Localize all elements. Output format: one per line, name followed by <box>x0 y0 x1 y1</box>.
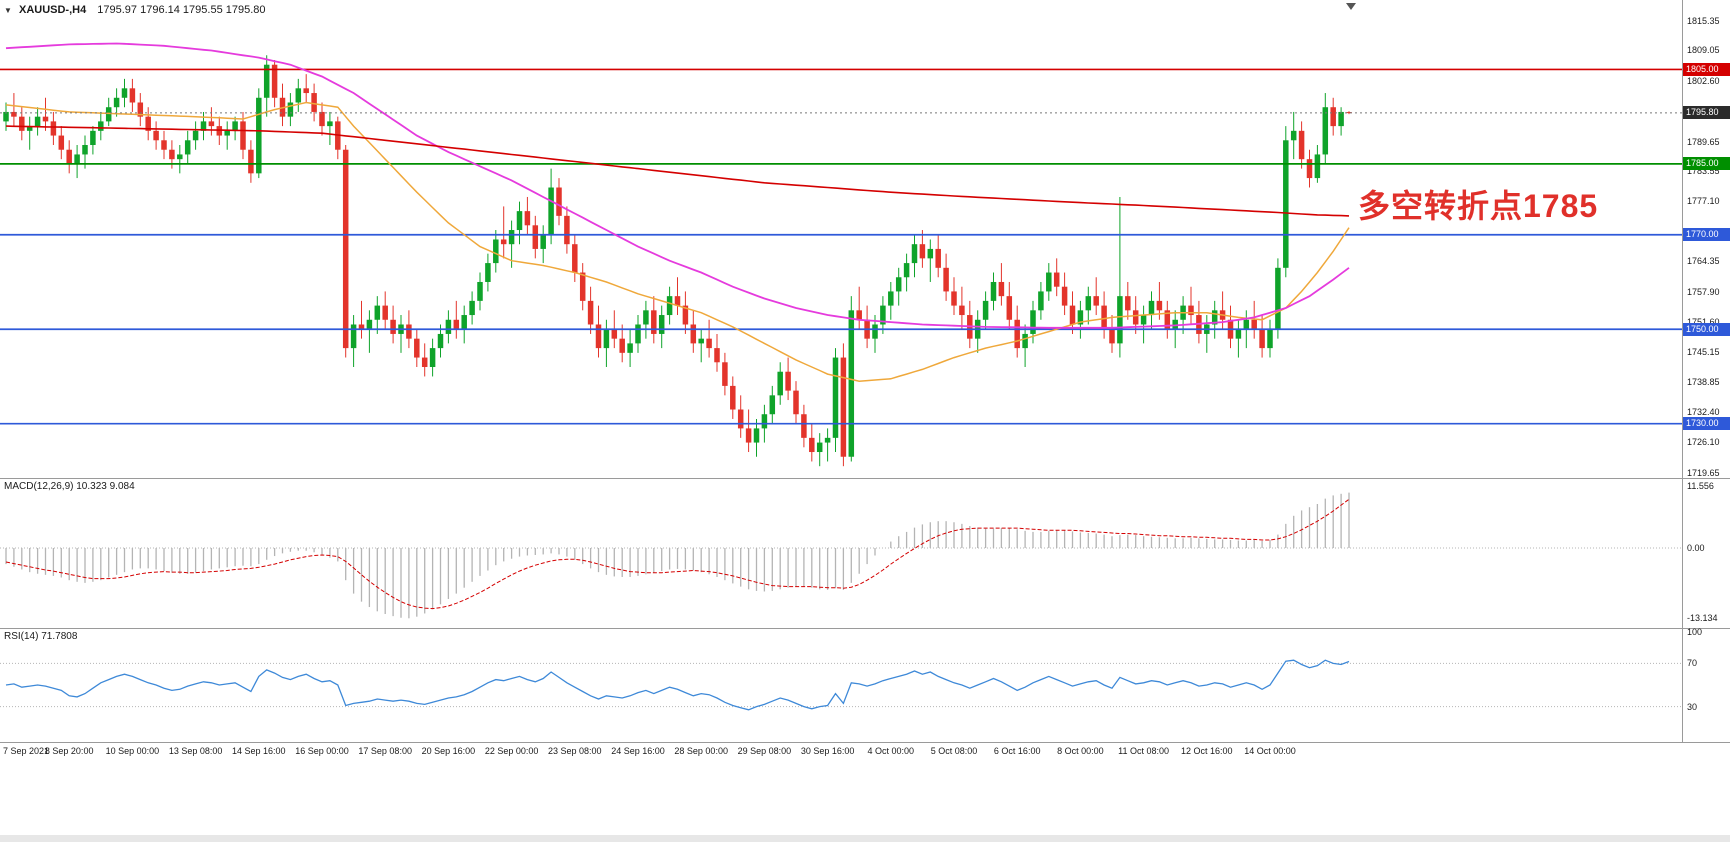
candles <box>3 55 1352 467</box>
price-tick-label: 1732.40 <box>1687 407 1720 418</box>
moving-averages <box>5 42 1350 382</box>
price-tick-label: 1745.15 <box>1687 347 1720 358</box>
price-pane[interactable] <box>0 0 1682 478</box>
ma-fast-orange <box>5 101 1350 382</box>
rsi-line <box>5 659 1350 711</box>
time-label: 23 Sep 08:00 <box>548 746 602 756</box>
price-tick-label: 1764.35 <box>1687 256 1720 267</box>
current-price-badge: 1795.80 <box>1683 106 1730 120</box>
price-axis-border <box>1682 0 1683 742</box>
price-line-badge: 1750.00 <box>1683 322 1730 336</box>
macd-label: MACD(12,26,9) 10.323 9.084 <box>4 481 135 492</box>
time-label: 20 Sep 16:00 <box>421 746 476 756</box>
price-tick-label: 1738.85 <box>1687 376 1720 387</box>
price-line-badge: 1805.00 <box>1683 62 1730 76</box>
macd-values: 10.323 9.084 <box>76 481 135 492</box>
price-tick-label: 1802.60 <box>1687 75 1720 86</box>
time-label: 14 Sep 16:00 <box>232 746 286 756</box>
horizontal-lines <box>0 68 1682 425</box>
price-tick-label: 1783.55 <box>1687 165 1720 176</box>
rsi-scale-100: 100 <box>1687 627 1703 637</box>
time-label: 4 Oct 00:00 <box>867 746 915 756</box>
time-label: 6 Oct 16:00 <box>993 746 1041 756</box>
time-label: 13 Sep 08:00 <box>168 746 223 756</box>
pane-separator[interactable] <box>0 742 1730 743</box>
macd-name: MACD(12,26,9) <box>4 481 74 492</box>
price-tick-label: 1815.35 <box>1687 15 1720 26</box>
time-label: 16 Sep 00:00 <box>295 746 349 756</box>
chart-shift-marker-icon <box>1346 3 1356 10</box>
pane-separator[interactable] <box>0 628 1730 629</box>
time-label: 5 Oct 08:00 <box>930 746 978 756</box>
price-tick-label: 1757.90 <box>1687 286 1720 297</box>
time-label: 8 Oct 00:00 <box>1057 746 1104 756</box>
time-label: 7 Sep 2021 <box>3 746 50 756</box>
chart-header: ▼ XAUUSD-,H4 1795.97 1796.14 1795.55 179… <box>4 4 266 16</box>
rsi-scale-70: 70 <box>1687 658 1698 669</box>
macd-pane[interactable] <box>0 478 1682 628</box>
macd-signal-line <box>5 498 1350 610</box>
rsi-scale-30: 30 <box>1687 701 1698 712</box>
pane-separator[interactable] <box>0 478 1730 479</box>
price-tick-label: 1789.65 <box>1687 136 1720 147</box>
time-label: 28 Sep 00:00 <box>674 746 728 756</box>
price-tick-label: 1726.10 <box>1687 437 1720 448</box>
time-label: 22 Sep 00:00 <box>484 746 539 756</box>
time-label: 11 Oct 08:00 <box>1118 746 1170 756</box>
rsi-label: RSI(14) 71.7808 <box>4 631 77 642</box>
ohlc-values: 1795.97 1796.14 1795.55 1795.80 <box>97 4 266 16</box>
macd-histogram <box>5 492 1350 619</box>
annotation-text: 多空转折点1785 <box>1358 188 1599 224</box>
time-label: 24 Sep 16:00 <box>611 746 665 756</box>
rsi-pane[interactable] <box>0 628 1682 742</box>
price-tick-label: 1719.65 <box>1687 467 1720 478</box>
symbol-expander-icon[interactable]: ▼ <box>4 6 12 15</box>
price-tick-label: 1751.60 <box>1687 316 1720 327</box>
time-label: 30 Sep 16:00 <box>800 746 855 756</box>
ma-slow-red <box>5 125 1350 217</box>
symbol-period-label: XAUUSD-,H4 <box>18 4 87 16</box>
macd-scale-zero: 0.00 <box>1687 543 1705 553</box>
macd-scale-top: 11.556 <box>1687 480 1714 491</box>
rsi-value: 71.7808 <box>41 631 78 642</box>
time-label: 10 Sep 00:00 <box>105 746 160 756</box>
price-tick-label: 1777.10 <box>1687 196 1720 207</box>
time-label: 29 Sep 08:00 <box>737 746 792 756</box>
time-label: 12 Oct 16:00 <box>1181 746 1233 756</box>
ma-mid-magenta <box>5 42 1350 329</box>
time-label: 14 Oct 00:00 <box>1244 746 1296 756</box>
time-label: 17 Sep 08:00 <box>358 746 412 756</box>
macd-scale-bottom: -13.134 <box>1687 613 1718 624</box>
price-tick-label: 1809.05 <box>1687 45 1720 56</box>
price-line-badge: 1785.00 <box>1683 157 1730 171</box>
rsi-name: RSI(14) <box>4 631 39 642</box>
price-line-badge: 1730.00 <box>1683 417 1730 431</box>
price-line-badge: 1770.00 <box>1683 228 1730 242</box>
window-bottom-strip <box>0 835 1730 842</box>
time-label: 8 Sep 20:00 <box>44 746 94 756</box>
